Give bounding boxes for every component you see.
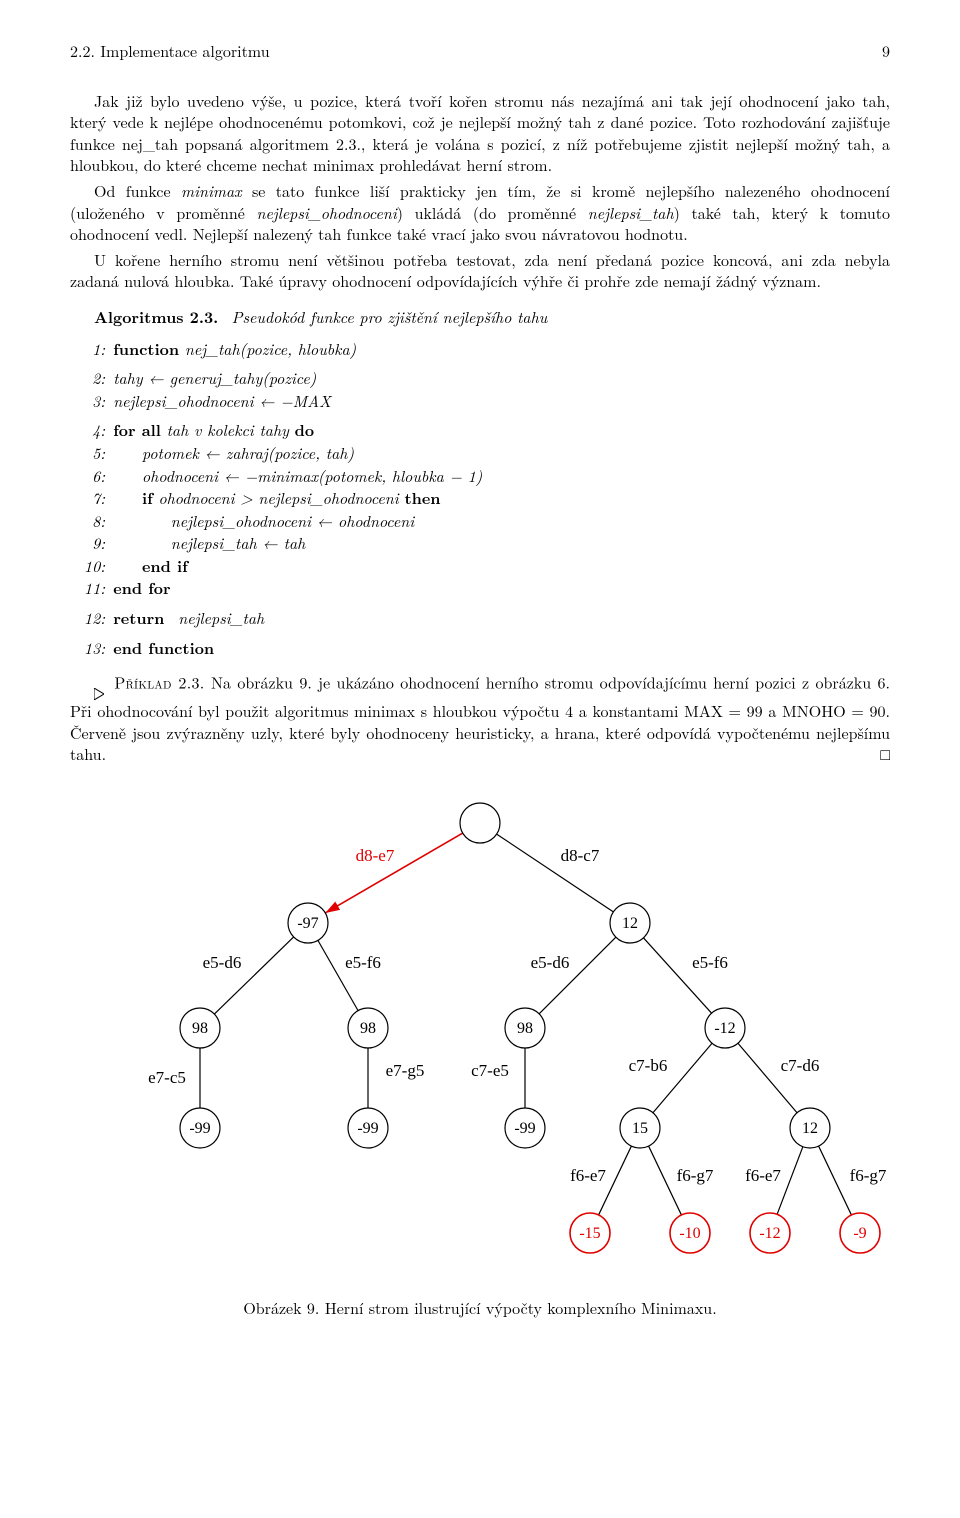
svg-text:-99: -99	[514, 1120, 535, 1137]
code: ohodnoceni > nejlepsi_ohodnoceni	[158, 486, 398, 509]
emph: nejlepsi_ohodnoceni	[256, 201, 396, 224]
svg-text:e7-g5: e7-g5	[386, 1061, 425, 1080]
lineno: 13:	[70, 637, 105, 659]
svg-text:12: 12	[622, 915, 638, 932]
page-header: 2.2. Implementace algoritmu 9	[70, 40, 890, 62]
code: nejlepsi_tah	[178, 606, 264, 629]
kw-do: do	[295, 418, 314, 441]
text: Od funkce	[94, 179, 181, 202]
svg-text:e5-f6: e5-f6	[345, 953, 381, 972]
svg-text:d8-c7: d8-c7	[561, 846, 600, 865]
lineno: 9:	[70, 532, 105, 554]
lineno: 7:	[70, 487, 105, 509]
algo-caption: Pseudokód funkce pro zjištění nejlepšího…	[232, 305, 548, 328]
figure-caption: Obrázek 9. Herní strom ilustrující výpoč…	[70, 1297, 890, 1319]
code: nejlepsi_ohodnoceni ← −MAX	[113, 390, 331, 412]
lineno: 1:	[70, 338, 105, 360]
lineno: 8:	[70, 510, 105, 532]
example-paragraph: Příklad 2.3. Na obrázku 9. je ukázáno oh…	[70, 670, 890, 765]
text: ) ukládá (do proměnné	[397, 201, 588, 224]
paragraph-3: U kořene herního stromu není většinou po…	[70, 249, 890, 292]
section-label: 2.2. Implementace algoritmu	[70, 40, 270, 62]
algorithm-title: Algoritmus 2.3. Pseudokód funkce pro zji…	[70, 306, 890, 328]
svg-text:-12: -12	[759, 1225, 780, 1242]
algorithm-body: 1: function nej_tah(pozice, hloubka) 2: ta…	[70, 338, 890, 659]
svg-text:-12: -12	[714, 1020, 735, 1037]
kw-return: return	[113, 606, 164, 629]
kw-forall: for all	[113, 418, 161, 441]
lineno: 3:	[70, 390, 105, 412]
svg-text:e7-c5: e7-c5	[148, 1068, 186, 1087]
svg-text:e5-d6: e5-d6	[531, 953, 570, 972]
svg-text:c7-d6: c7-d6	[781, 1056, 820, 1075]
svg-text:-99: -99	[189, 1120, 210, 1137]
svg-text:15: 15	[632, 1120, 648, 1137]
kw-function: function	[113, 337, 179, 360]
code: nejlepsi_ohodnoceni ← ohodnoceni	[113, 510, 414, 532]
paragraph-1: Jak již bylo uvedeno výše, u pozice, kte…	[70, 90, 890, 176]
svg-text:f6-g7: f6-g7	[677, 1166, 714, 1185]
code: tahy	[259, 418, 288, 441]
svg-text:98: 98	[360, 1020, 376, 1037]
svg-text:c7-e5: c7-e5	[471, 1061, 509, 1080]
lineno: 11:	[70, 577, 105, 599]
lineno: 5:	[70, 442, 105, 464]
svg-text:-10: -10	[679, 1225, 700, 1242]
lineno: 10:	[70, 555, 105, 577]
svg-text:d8-e7: d8-e7	[356, 846, 395, 865]
lineno: 2:	[70, 367, 105, 389]
lineno: 6:	[70, 465, 105, 487]
code: nej_tah(pozice, hloubka)	[185, 337, 356, 360]
game-tree-diagram: d8-e7 d8-c7 e5-d6 e5-f6 e5-d6 e5-f6 e7-c5 e7-g5…	[70, 783, 890, 1283]
svg-text:-99: -99	[357, 1120, 378, 1137]
code: nejlepsi_tah ← tah	[113, 532, 305, 554]
svg-text:f6-e7: f6-e7	[745, 1166, 781, 1185]
svg-text:f6-g7: f6-g7	[850, 1166, 887, 1185]
kw-if: if	[142, 486, 153, 509]
kw-then: then	[404, 486, 440, 509]
svg-text:e5-f6: e5-f6	[692, 953, 728, 972]
code: potomek ← zahraj(pozice, tah)	[113, 442, 354, 464]
code: ohodnoceni ← −minimax(potomek, hloubka −…	[113, 465, 482, 487]
svg-text:-15: -15	[579, 1225, 600, 1242]
page-number: 9	[882, 40, 890, 62]
code: tah	[167, 418, 189, 441]
svg-text:98: 98	[517, 1020, 533, 1037]
svg-text:98: 98	[192, 1020, 208, 1037]
svg-text:-9: -9	[853, 1225, 866, 1242]
emph: minimax	[181, 179, 242, 202]
lineno: 12:	[70, 607, 105, 629]
kw-endfor: end for	[113, 576, 170, 599]
text: v kolekci	[188, 418, 259, 441]
kw-endfunc: end function	[113, 636, 214, 659]
paragraph-2: Od funkce minimax se tato funkce liší pr…	[70, 180, 890, 245]
algo-number: Algoritmus 2.3.	[94, 305, 218, 328]
kw-endif: end if	[142, 554, 188, 577]
example-label: Příklad 2.3.	[114, 671, 204, 694]
triangle-icon	[94, 670, 104, 700]
svg-text:c7-b6: c7-b6	[629, 1056, 668, 1075]
svg-text:12: 12	[802, 1120, 818, 1137]
svg-text:-97: -97	[297, 915, 318, 932]
svg-text:e5-d6: e5-d6	[203, 953, 242, 972]
emph: nejlepsi_tah	[588, 201, 674, 224]
lineno: 4:	[70, 419, 105, 441]
code: tahy ← generuj_tahy(pozice)	[113, 367, 316, 389]
svg-text:f6-e7: f6-e7	[570, 1166, 606, 1185]
qed-icon: □	[856, 743, 890, 765]
